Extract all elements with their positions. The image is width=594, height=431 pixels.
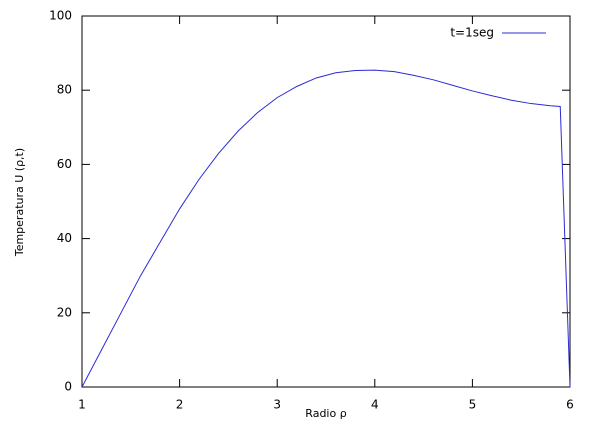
y-tick-label: 80 (57, 83, 72, 97)
y-tick-label: 20 (57, 305, 72, 319)
x-axis-title: Radio ρ (305, 407, 346, 420)
plot-frame (81, 15, 571, 388)
x-tick-label: 6 (566, 398, 574, 412)
x-tick-label: 3 (273, 398, 281, 412)
legend-label: t=1seg (450, 26, 494, 40)
x-tick-label: 4 (371, 398, 379, 412)
x-tick-label: 1 (78, 398, 86, 412)
y-tick-label: 100 (49, 9, 72, 23)
x-tick-label: 5 (469, 398, 477, 412)
x-tick-label: 2 (176, 398, 184, 412)
y-tick-label: 40 (57, 231, 72, 245)
y-axis-title: Temperatura U (ρ,t) (13, 148, 26, 257)
y-tick-label: 60 (57, 157, 72, 171)
line (81, 69, 571, 388)
y-tick-label: 0 (64, 380, 72, 394)
